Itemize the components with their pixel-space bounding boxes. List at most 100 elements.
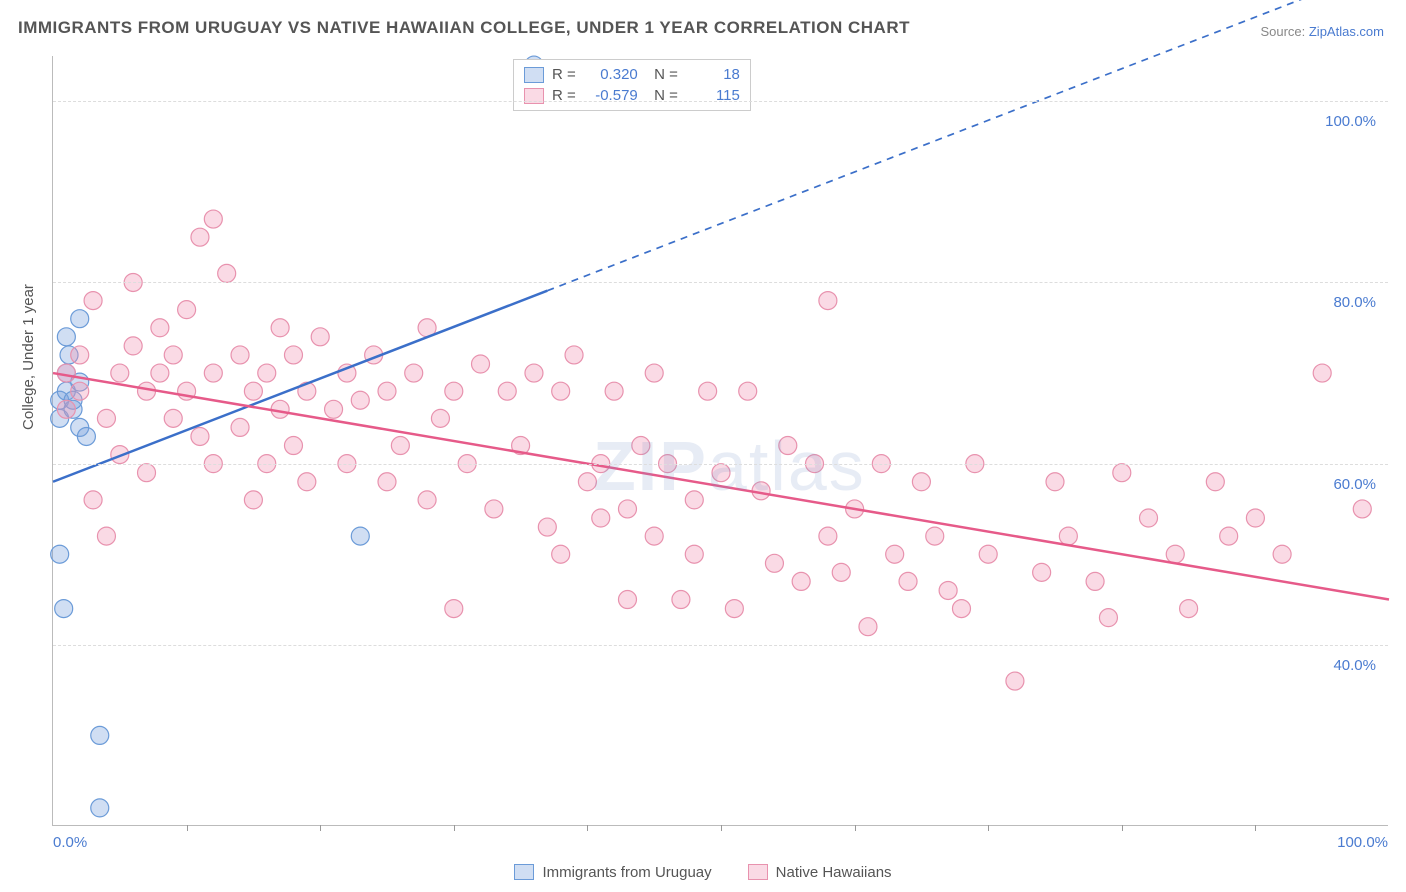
data-point — [939, 581, 957, 599]
data-point — [204, 364, 222, 382]
data-point — [578, 473, 596, 491]
data-point — [819, 527, 837, 545]
x-tick — [454, 825, 455, 831]
data-point — [699, 382, 717, 400]
data-point — [284, 346, 302, 364]
data-point — [284, 437, 302, 455]
stat-r-value: 0.320 — [584, 66, 638, 83]
data-point — [632, 437, 650, 455]
data-point — [792, 572, 810, 590]
data-point — [57, 400, 75, 418]
stat-n-label: N = — [646, 66, 678, 83]
data-point — [97, 409, 115, 427]
data-point — [725, 600, 743, 618]
data-point — [926, 527, 944, 545]
data-point — [218, 264, 236, 282]
data-point — [819, 292, 837, 310]
y-tick-label: 80.0% — [1333, 294, 1376, 311]
data-point — [498, 382, 516, 400]
data-point — [378, 382, 396, 400]
data-point — [685, 545, 703, 563]
data-point — [645, 527, 663, 545]
data-point — [84, 292, 102, 310]
data-point — [832, 563, 850, 581]
data-point — [124, 337, 142, 355]
data-point — [1220, 527, 1238, 545]
data-point — [1353, 500, 1371, 518]
source-attribution: Source: ZipAtlas.com — [1260, 24, 1384, 39]
stats-legend-row: R =-0.579 N =115 — [524, 85, 740, 106]
data-point — [672, 591, 690, 609]
y-tick-label: 100.0% — [1325, 113, 1376, 130]
data-point — [311, 328, 329, 346]
data-point — [111, 364, 129, 382]
stat-r-label: R = — [552, 66, 576, 83]
gridline-horizontal — [53, 101, 1388, 102]
legend-label: Immigrants from Uruguay — [542, 864, 711, 881]
data-point — [485, 500, 503, 518]
chart-title: IMMIGRANTS FROM URUGUAY VS NATIVE HAWAII… — [18, 18, 910, 38]
data-point — [952, 600, 970, 618]
gridline-horizontal — [53, 282, 1388, 283]
data-point — [231, 418, 249, 436]
data-point — [1099, 609, 1117, 627]
data-point — [1006, 672, 1024, 690]
data-point — [645, 364, 663, 382]
stats-legend-row: R = 0.320 N = 18 — [524, 64, 740, 85]
data-point — [592, 509, 610, 527]
data-point — [899, 572, 917, 590]
x-tick — [1255, 825, 1256, 831]
data-point — [244, 382, 262, 400]
data-point — [391, 437, 409, 455]
plot-area: R =0.320 N =18R =-0.579 N =115 ZIPatlas … — [52, 56, 1388, 826]
x-tick — [988, 825, 989, 831]
data-point — [418, 491, 436, 509]
y-axis-label: College, Under 1 year — [20, 284, 37, 430]
stat-n-value: 18 — [686, 66, 740, 83]
data-point — [552, 545, 570, 563]
data-point — [1033, 563, 1051, 581]
gridline-horizontal — [53, 645, 1388, 646]
data-point — [191, 427, 209, 445]
series-legend: Immigrants from UruguayNative Hawaiians — [0, 864, 1406, 885]
data-point — [1206, 473, 1224, 491]
x-tick — [587, 825, 588, 831]
data-point — [151, 364, 169, 382]
data-point — [378, 473, 396, 491]
x-tick-label: 0.0% — [53, 834, 87, 851]
data-point — [298, 473, 316, 491]
data-point — [244, 491, 262, 509]
data-point — [552, 382, 570, 400]
data-point — [178, 301, 196, 319]
data-point — [712, 464, 730, 482]
data-point — [472, 355, 490, 373]
data-point — [685, 491, 703, 509]
data-point — [84, 491, 102, 509]
legend-swatch — [748, 864, 768, 880]
y-tick-label: 40.0% — [1333, 657, 1376, 674]
data-point — [151, 319, 169, 337]
data-point — [538, 518, 556, 536]
source-link[interactable]: ZipAtlas.com — [1309, 24, 1384, 39]
legend-swatch — [524, 67, 544, 83]
data-point — [886, 545, 904, 563]
data-point — [618, 591, 636, 609]
data-point — [351, 391, 369, 409]
data-point — [445, 382, 463, 400]
data-point — [258, 364, 276, 382]
data-point — [191, 228, 209, 246]
data-point — [618, 500, 636, 518]
data-point — [71, 346, 89, 364]
x-tick-label: 100.0% — [1337, 834, 1388, 851]
data-point — [1166, 545, 1184, 563]
source-prefix: Source: — [1260, 24, 1308, 39]
data-point — [859, 618, 877, 636]
data-point — [325, 400, 343, 418]
data-point — [231, 346, 249, 364]
data-point — [979, 545, 997, 563]
data-point — [71, 382, 89, 400]
legend-swatch — [514, 864, 534, 880]
x-tick — [855, 825, 856, 831]
data-point — [405, 364, 423, 382]
data-point — [77, 427, 95, 445]
